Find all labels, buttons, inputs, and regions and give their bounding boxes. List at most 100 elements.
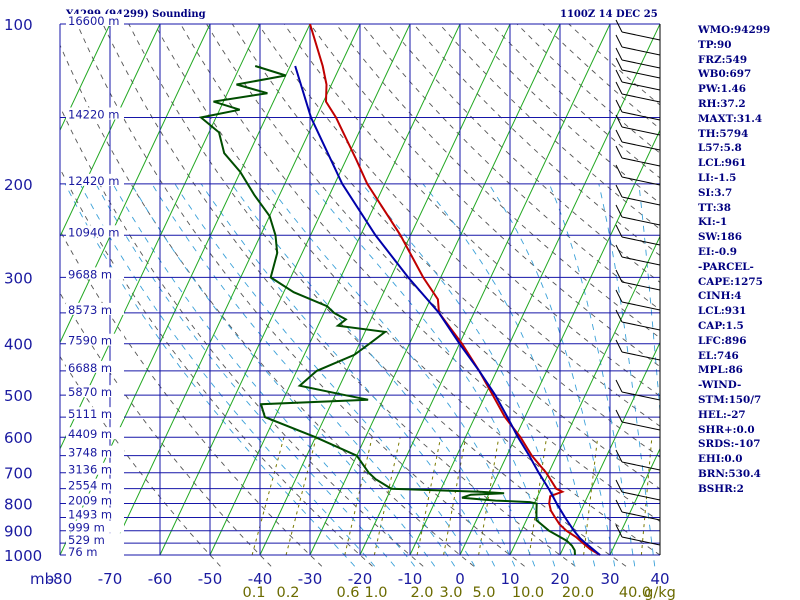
temperature-tick-label: -30	[298, 570, 323, 588]
wind-barb	[621, 93, 661, 103]
wind-barb	[621, 111, 661, 121]
mixing-ratio-label: 5.0	[472, 585, 495, 600]
height-label-bg	[66, 533, 124, 546]
height-label: 2554 m	[68, 479, 112, 493]
wind-barb	[621, 281, 661, 291]
index-cape: CAPE:1275	[698, 275, 763, 288]
chart-title: Y4299 (94299) Sounding	[66, 9, 206, 20]
height-label: 8573 m	[68, 303, 112, 317]
wind-barb	[621, 59, 661, 69]
height-label-bg	[66, 385, 124, 398]
dry-adiabat	[154, 24, 660, 556]
wind-barb-feather	[615, 409, 623, 423]
moist-adiabat	[95, 183, 396, 567]
temperature-tick-label: -60	[148, 570, 173, 588]
index-cinh: CINH:4	[698, 290, 742, 303]
dry-adiabat	[542, 24, 660, 130]
temperature-tick-label: -50	[198, 570, 223, 588]
dry-adiabat	[309, 24, 660, 368]
parcel-heading: -PARCEL-	[698, 260, 754, 273]
wind-barb-feather	[615, 164, 623, 178]
wind-barb	[621, 256, 661, 266]
pressure-unit-label: mb	[30, 570, 54, 588]
wind-barb-feather	[615, 34, 623, 48]
mixing-ratio-line	[640, 437, 653, 556]
wind-barb	[621, 236, 661, 246]
index-parcel-lcl: LCL:931	[698, 305, 747, 318]
index-tt: TT:38	[698, 201, 732, 214]
wind-barb-feather	[615, 184, 623, 198]
mixing-ratio-label: 0.1	[242, 585, 265, 600]
height-label-bg	[66, 107, 124, 120]
moist-adiabat	[598, 183, 656, 567]
wind-barb-feather	[615, 269, 623, 283]
mixing-ratio-label: 3.0	[439, 585, 462, 600]
height-label-bg	[66, 445, 124, 458]
mixing-ratio-label: 10.0	[512, 585, 544, 600]
wind-barb-feather	[615, 244, 623, 258]
wind-barb	[621, 421, 661, 431]
dry-adiabat	[60, 105, 424, 567]
temperature-profile	[309, 24, 601, 556]
wind-barb	[621, 461, 661, 471]
height-label-bg	[66, 427, 124, 440]
temperature-tick-label: 20	[550, 570, 569, 588]
temperature-tick-label: -20	[348, 570, 373, 588]
height-label: 529 m	[68, 533, 105, 547]
isotherms	[60, 24, 660, 556]
wind-barb-feather	[615, 204, 623, 218]
pressure-tick-label: 200	[4, 176, 33, 194]
moist-adiabat	[64, 183, 356, 567]
dry-adiabat	[60, 355, 221, 567]
height-label: 76 m	[68, 545, 98, 559]
dry-adiabat	[516, 24, 660, 154]
wind-barb-feather	[615, 47, 623, 61]
height-label-bg	[66, 173, 124, 186]
index-pw: PW:1.46	[698, 83, 746, 96]
dry-adiabat	[490, 24, 660, 179]
dry-adiabats	[60, 24, 660, 567]
height-label: 5870 m	[68, 385, 112, 399]
moist-adiabat	[151, 183, 456, 567]
wind-barb	[621, 81, 661, 91]
isotherm	[60, 24, 261, 450]
height-label-bg	[66, 302, 124, 315]
wind-barb-feather	[615, 379, 623, 393]
mixing-ratio-line	[478, 437, 500, 556]
mixing-ratio-line	[583, 437, 599, 556]
wind-barb	[621, 46, 661, 56]
isotherm	[109, 24, 361, 556]
dry-adiabat	[283, 24, 660, 397]
index-srds: SRDS:-107	[698, 438, 761, 451]
mixing-ratio-line	[344, 437, 373, 556]
index-el: EL:746	[698, 349, 739, 362]
wind-barb-feather	[615, 449, 623, 463]
moist-adiabat	[231, 183, 516, 567]
index-lfc: LFC:896	[698, 334, 747, 347]
moist-adiabats	[64, 183, 660, 567]
dry-adiabat	[60, 167, 373, 567]
isotherm	[309, 24, 561, 556]
wind-barb	[621, 351, 661, 361]
wind-barb	[621, 176, 661, 186]
height-label-bg	[66, 462, 124, 475]
moist-adiabat	[112, 183, 416, 567]
height-label: 3748 m	[68, 446, 112, 460]
wind-barb	[621, 157, 661, 167]
moist-adiabat	[131, 183, 436, 567]
temperature-tick-label: -40	[248, 570, 273, 588]
wind-barb-feather	[615, 224, 623, 238]
wind-barb	[621, 126, 661, 136]
sounding-profiles	[198, 24, 601, 556]
isotherm	[409, 24, 660, 556]
temperature-tick-label: 10	[500, 570, 519, 588]
dry-adiabat	[361, 24, 660, 311]
index-cap: CAP:1.5	[698, 319, 744, 332]
height-label-bg	[66, 520, 124, 533]
isotherm	[559, 341, 660, 556]
mixing-ratio-label: 40.0	[619, 585, 651, 600]
wind-barb	[621, 391, 661, 401]
height-label: 9688 m	[68, 267, 112, 281]
height-label-bg	[66, 478, 124, 491]
